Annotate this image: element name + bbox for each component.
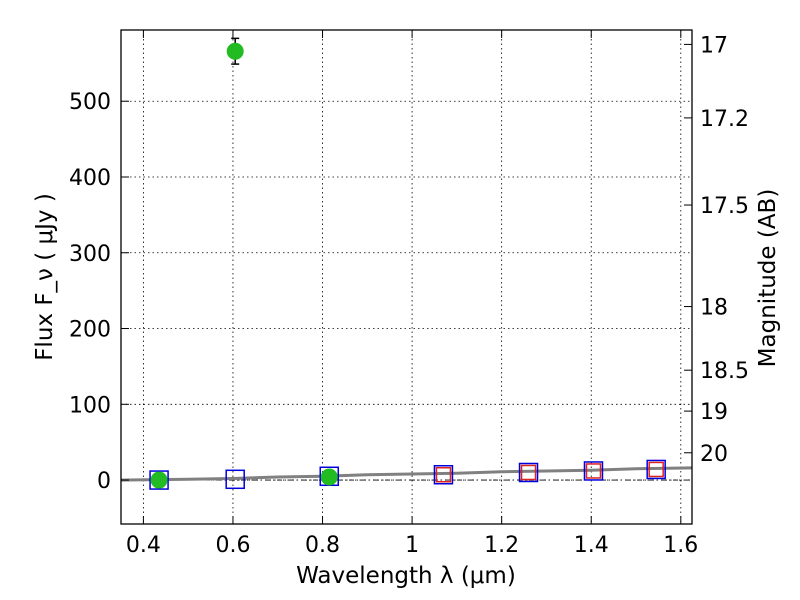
y-tick-label: 400 xyxy=(69,166,111,191)
y-tick-label: 300 xyxy=(69,242,111,267)
x-tick-label: 0.4 xyxy=(126,533,161,558)
magnitude-tick-labels: 17 17.2 17.5 18 18.5 19 20 xyxy=(700,33,749,466)
magnitude-tick-label: 17.2 xyxy=(700,107,749,132)
magnitude-tick-label: 17.5 xyxy=(700,194,749,219)
x-tick-label: 0.8 xyxy=(305,533,340,558)
x-tick-label: 0.6 xyxy=(215,533,250,558)
y-tick-label: 200 xyxy=(69,318,111,343)
x-tick-label: 1.4 xyxy=(574,533,609,558)
observed-point xyxy=(226,42,244,60)
model-point-blue xyxy=(646,459,666,480)
y-axis-label: Flux F_ν ( μJy ) xyxy=(32,193,58,361)
magnitude-tick-label: 17 xyxy=(700,33,728,58)
magnitude-tick-label: 19 xyxy=(700,400,728,425)
ticks xyxy=(121,30,692,524)
x-tick-labels: 0.4 0.6 0.8 1 1.2 1.4 1.6 xyxy=(126,533,698,558)
x-tick-label: 1 xyxy=(405,533,419,558)
model-point-red xyxy=(520,464,537,481)
y-tick-label: 100 xyxy=(69,393,111,418)
grid xyxy=(121,30,692,524)
x-axis-label: Wavelength λ (μm) xyxy=(296,563,516,589)
y-tick-label: 0 xyxy=(97,469,111,494)
y-tick-labels: 0 100 200 300 400 500 xyxy=(69,90,111,494)
model-point-red xyxy=(585,463,602,479)
plot-frame xyxy=(120,29,693,525)
observed-point xyxy=(150,471,168,489)
magnitude-tick-label: 18.5 xyxy=(700,359,749,384)
observed-point xyxy=(320,468,338,486)
model-point-blue xyxy=(433,465,454,485)
model-point-blue xyxy=(518,462,539,483)
x-tick-label: 1.2 xyxy=(484,533,519,558)
data-series xyxy=(120,37,693,490)
magnitude-tick-label: 20 xyxy=(700,442,728,467)
x-tick-label: 1.6 xyxy=(663,533,698,558)
magnitude-tick-label: 18 xyxy=(700,296,728,321)
y-tick-label: 500 xyxy=(69,90,111,115)
model-point-blue xyxy=(225,469,245,490)
model-point-red xyxy=(435,467,452,483)
model-point-blue xyxy=(583,461,604,481)
model-point-blue xyxy=(149,470,169,490)
template-spectrum-line xyxy=(120,466,693,482)
model-point-red xyxy=(648,461,664,478)
magnitude-axis-label: Magnitude (AB) xyxy=(755,189,781,368)
